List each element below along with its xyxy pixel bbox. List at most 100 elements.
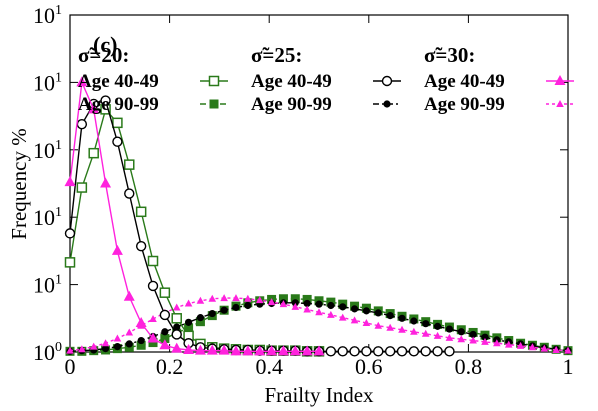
- data-point: [194, 344, 206, 355]
- data-point: [101, 339, 110, 347]
- data-point: [303, 305, 311, 313]
- x-tick-label: 0: [65, 354, 76, 379]
- data-point: [137, 336, 145, 345]
- data-point: [422, 320, 430, 328]
- legend-swatch-marker: [556, 100, 564, 107]
- data-point: [147, 280, 159, 292]
- data-point: [149, 314, 157, 322]
- data-point: [303, 299, 311, 308]
- legend-group-header: σ̃=20:: [78, 43, 129, 67]
- data-point: [218, 344, 230, 355]
- data-point: [362, 307, 371, 315]
- y-tick-label: 101: [33, 273, 62, 298]
- data-point: [89, 342, 98, 350]
- data-point: [184, 318, 193, 326]
- data-point: [266, 345, 278, 356]
- data-point: [208, 294, 217, 302]
- legend-entry-label: Age 40-49: [251, 71, 332, 92]
- data-point: [386, 323, 394, 331]
- data-point: [196, 314, 205, 322]
- data-point: [124, 188, 135, 199]
- data-point: [337, 346, 348, 357]
- series-group: [64, 104, 325, 357]
- legend-swatch-marker: [208, 75, 220, 87]
- data-point: [255, 296, 264, 304]
- data-point: [208, 309, 216, 318]
- data-point: [123, 290, 135, 301]
- x-tick-label: 0.8: [455, 354, 483, 379]
- data-point: [301, 345, 313, 356]
- data-point: [432, 346, 443, 357]
- data-point: [76, 76, 88, 87]
- data-point: [396, 346, 408, 357]
- data-point: [196, 296, 205, 304]
- legend-entry-label: Age 90-99: [424, 94, 505, 115]
- data-point: [445, 333, 454, 341]
- x-tick-label: 0.6: [355, 354, 383, 379]
- data-point: [161, 328, 169, 336]
- data-point: [350, 316, 359, 324]
- data-point: [289, 345, 301, 356]
- data-point: [147, 255, 159, 267]
- data-point: [457, 335, 466, 343]
- data-point: [244, 301, 252, 310]
- data-point: [564, 346, 572, 354]
- data-point: [88, 103, 100, 114]
- data-point: [135, 240, 147, 252]
- legend-entry-label: Age 90-99: [78, 94, 159, 115]
- data-point: [232, 294, 240, 302]
- y-tick-label: 100: [33, 340, 62, 365]
- y-tick-label: 101: [33, 3, 62, 28]
- data-point: [230, 345, 242, 356]
- data-point: [315, 300, 323, 308]
- data-point: [444, 346, 455, 357]
- data-point: [183, 343, 195, 354]
- legend-entry-label: Age 90-99: [251, 94, 332, 115]
- data-point: [112, 117, 123, 129]
- data-point: [350, 305, 359, 313]
- data-point: [64, 228, 76, 239]
- data-point: [111, 244, 123, 255]
- data-point: [374, 309, 382, 317]
- data-point: [481, 333, 489, 341]
- data-point: [113, 343, 122, 351]
- data-point: [113, 334, 122, 342]
- data-point: [327, 310, 335, 318]
- data-point: [135, 317, 147, 328]
- data-point: [173, 323, 181, 331]
- data-point: [315, 308, 323, 316]
- data-point: [64, 176, 76, 187]
- data-point: [552, 345, 560, 353]
- data-point: [171, 342, 183, 353]
- data-point: [469, 336, 477, 344]
- data-point: [125, 328, 134, 336]
- legend-entry-label: Age 40-49: [78, 71, 159, 92]
- data-point: [159, 287, 171, 298]
- data-point: [433, 322, 442, 330]
- data-point: [279, 300, 288, 308]
- data-point: [206, 344, 218, 355]
- series-group: [64, 95, 455, 357]
- data-point: [291, 302, 300, 310]
- legend-entry-label: Age 40-49: [424, 71, 505, 92]
- series-line: [69, 79, 319, 352]
- data-point: [171, 313, 182, 324]
- x-tick-label: 1: [563, 354, 574, 379]
- data-point: [172, 303, 181, 311]
- data-point: [339, 303, 347, 311]
- data-point: [135, 206, 147, 218]
- data-point: [373, 346, 384, 357]
- x-tick-label: 0.2: [156, 354, 184, 379]
- series-group: [66, 294, 572, 354]
- data-point: [220, 306, 228, 314]
- series-line: [69, 107, 319, 352]
- data-point: [220, 294, 228, 302]
- legend-swatch-marker: [381, 75, 393, 87]
- data-point: [398, 325, 406, 333]
- legend-swatch-marker: [383, 100, 391, 108]
- y-axis-label: Frequency %: [7, 128, 31, 239]
- data-point: [267, 298, 276, 306]
- data-point: [408, 346, 420, 357]
- data-point: [481, 337, 489, 345]
